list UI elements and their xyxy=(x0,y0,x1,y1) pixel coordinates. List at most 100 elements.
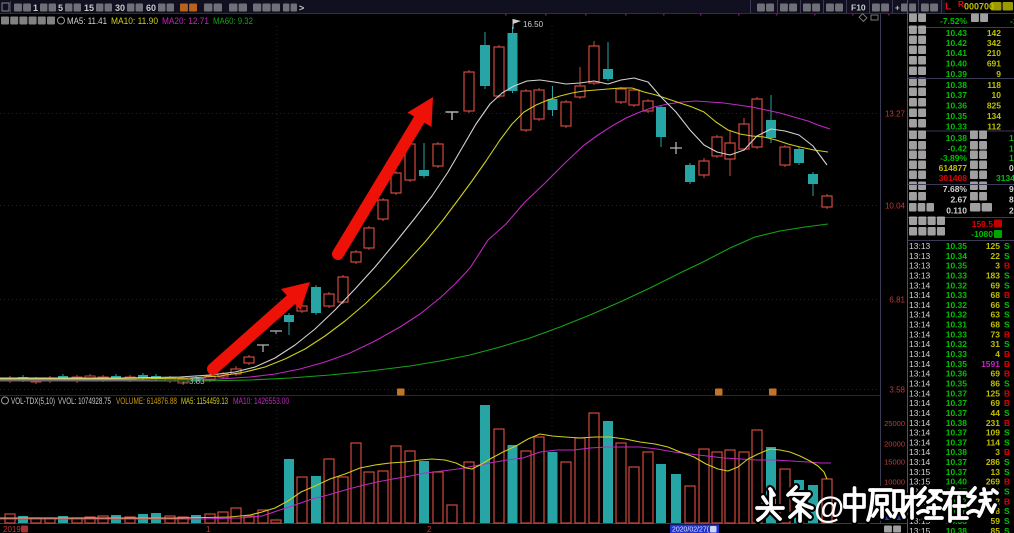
svg-text:68: 68 xyxy=(991,290,1001,300)
svg-text:13:14: 13:14 xyxy=(909,378,931,388)
svg-text:10.38: 10.38 xyxy=(946,80,968,90)
svg-text:2: 2 xyxy=(995,496,1000,506)
svg-text:S: S xyxy=(1004,487,1010,497)
svg-text:L: L xyxy=(945,2,951,13)
svg-text:10.38: 10.38 xyxy=(946,447,968,457)
svg-text:B: B xyxy=(1004,447,1010,457)
svg-text:13:14: 13:14 xyxy=(909,447,931,457)
svg-text:10.42: 10.42 xyxy=(946,38,968,48)
svg-text:S: S xyxy=(1004,270,1010,280)
svg-text:S: S xyxy=(1004,467,1010,477)
svg-text:10.37: 10.37 xyxy=(946,408,968,418)
svg-text:MA10: 1426553.00: MA10: 1426553.00 xyxy=(233,396,289,406)
svg-text:10.38: 10.38 xyxy=(946,133,968,143)
svg-text:10000: 10000 xyxy=(884,478,905,487)
svg-text:23.4: 23.4 xyxy=(1009,206,1014,216)
svg-text:3: 3 xyxy=(995,447,1000,457)
svg-text:10.35: 10.35 xyxy=(946,261,968,271)
svg-text:25000: 25000 xyxy=(884,419,905,428)
svg-text:S: S xyxy=(1004,408,1010,418)
svg-text:63: 63 xyxy=(991,310,1001,320)
svg-text:125: 125 xyxy=(986,241,1000,251)
svg-text:10.40: 10.40 xyxy=(946,59,968,69)
svg-text:13:14: 13:14 xyxy=(909,339,931,349)
svg-text:S: S xyxy=(1004,516,1010,526)
svg-text:MA20: 12.71: MA20: 12.71 xyxy=(162,16,209,26)
svg-text:10.32: 10.32 xyxy=(946,310,968,320)
svg-text:S: S xyxy=(1004,310,1010,320)
svg-text:10.35: 10.35 xyxy=(946,241,968,251)
svg-text:MA60: 9.32: MA60: 9.32 xyxy=(213,16,253,26)
svg-text:13:15: 13:15 xyxy=(909,467,931,477)
svg-text:10.34: 10.34 xyxy=(946,251,968,261)
svg-text:13:14: 13:14 xyxy=(909,349,931,359)
svg-text:-0.42: -0.42 xyxy=(948,144,968,154)
svg-text:231: 231 xyxy=(986,418,1000,428)
svg-text:10.36: 10.36 xyxy=(946,101,968,111)
svg-text:2019: 2019 xyxy=(3,525,21,533)
svg-text:69: 69 xyxy=(991,280,1001,290)
svg-text:10.35: 10.35 xyxy=(946,111,968,121)
svg-text:B: B xyxy=(1004,388,1010,398)
svg-text:10.35: 10.35 xyxy=(946,378,968,388)
svg-text:10.33: 10.33 xyxy=(946,349,968,359)
svg-text:125: 125 xyxy=(986,388,1000,398)
svg-text:S: S xyxy=(1004,437,1010,447)
svg-text:9.15: 9.15 xyxy=(1009,184,1014,194)
svg-text:13:14: 13:14 xyxy=(909,369,931,379)
svg-text:13:14: 13:14 xyxy=(909,428,931,438)
svg-text:114: 114 xyxy=(986,437,1000,447)
svg-text:2020/02/27(: 2020/02/27( xyxy=(672,527,710,533)
svg-text:1: 1 xyxy=(33,3,38,13)
svg-text:85: 85 xyxy=(991,526,1001,533)
svg-text:13:14: 13:14 xyxy=(909,310,931,320)
svg-text:20000: 20000 xyxy=(884,440,905,449)
svg-text:@: @ xyxy=(814,490,844,525)
svg-text:13:14: 13:14 xyxy=(909,290,931,300)
svg-text:13:13: 13:13 xyxy=(909,241,931,251)
svg-text:342: 342 xyxy=(987,38,1001,48)
svg-text:5: 5 xyxy=(58,3,63,13)
svg-text:10.32: 10.32 xyxy=(946,300,968,310)
svg-text:MA5: 11.41: MA5: 11.41 xyxy=(67,16,107,26)
svg-text:8.06: 8.06 xyxy=(1009,195,1014,205)
svg-text:44: 44 xyxy=(991,408,1001,418)
svg-text:B: B xyxy=(1004,418,1010,428)
svg-text:10.33: 10.33 xyxy=(946,290,968,300)
svg-text:10.33: 10.33 xyxy=(946,329,968,339)
svg-text:S: S xyxy=(1004,241,1010,251)
svg-text:73: 73 xyxy=(991,329,1001,339)
svg-text:B: B xyxy=(1004,329,1010,339)
svg-text:142: 142 xyxy=(987,28,1001,38)
svg-text:59: 59 xyxy=(991,516,1001,526)
svg-text:7.68%: 7.68% xyxy=(943,184,968,194)
svg-text:2: 2 xyxy=(427,525,432,533)
svg-text:13:14: 13:14 xyxy=(909,280,931,290)
svg-text:6.81: 6.81 xyxy=(889,296,905,305)
svg-text:10.33: 10.33 xyxy=(946,122,968,132)
svg-text:B: B xyxy=(1004,496,1010,506)
svg-text:825: 825 xyxy=(987,101,1001,111)
svg-text:4: 4 xyxy=(995,349,1000,359)
svg-text:B: B xyxy=(1004,398,1010,408)
svg-text:13.27: 13.27 xyxy=(885,110,906,119)
svg-text:-1: -1 xyxy=(1010,16,1014,26)
svg-text:@: @ xyxy=(814,490,844,525)
svg-text:1591: 1591 xyxy=(981,359,1000,369)
svg-text:VOLUME: 614876.88: VOLUME: 614876.88 xyxy=(116,396,177,406)
svg-text:S: S xyxy=(1004,428,1010,438)
svg-text:3.58: 3.58 xyxy=(889,386,905,395)
svg-text:B: B xyxy=(1004,349,1010,359)
svg-text:614877: 614877 xyxy=(939,163,968,173)
svg-text:2.67: 2.67 xyxy=(950,195,967,205)
svg-text:S: S xyxy=(1004,378,1010,388)
svg-text:10.33: 10.33 xyxy=(946,270,968,280)
svg-text:13:14: 13:14 xyxy=(909,300,931,310)
svg-text:13:14: 13:14 xyxy=(909,457,931,467)
svg-text:10.32: 10.32 xyxy=(946,339,968,349)
svg-text:691: 691 xyxy=(987,59,1001,69)
svg-text:16.50: 16.50 xyxy=(523,20,544,29)
svg-text:10.36: 10.36 xyxy=(946,369,968,379)
svg-text:13:13: 13:13 xyxy=(909,261,931,271)
svg-text:31: 31 xyxy=(991,339,1001,349)
